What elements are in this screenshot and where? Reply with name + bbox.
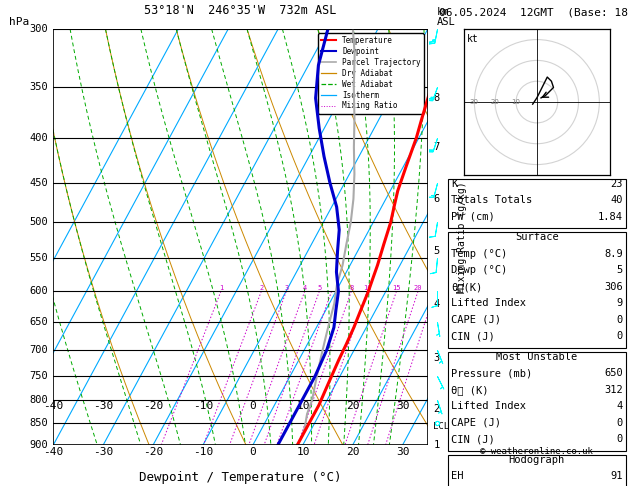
Text: 8: 8 xyxy=(433,93,440,103)
Text: 30: 30 xyxy=(396,447,409,457)
Text: km
ASL: km ASL xyxy=(437,7,456,27)
Text: 10: 10 xyxy=(363,285,371,291)
Text: Lifted Index: Lifted Index xyxy=(451,401,526,412)
Text: CAPE (J): CAPE (J) xyxy=(451,418,501,428)
Text: 10: 10 xyxy=(296,447,309,457)
Text: 1.84: 1.84 xyxy=(598,212,623,222)
Text: θᴄ(K): θᴄ(K) xyxy=(451,282,482,292)
Text: 0: 0 xyxy=(616,315,623,325)
Text: hPa: hPa xyxy=(9,17,30,27)
Text: -20: -20 xyxy=(143,447,164,457)
Text: 4: 4 xyxy=(433,299,440,309)
Text: Temp (°C): Temp (°C) xyxy=(451,249,507,259)
Text: 9: 9 xyxy=(616,298,623,309)
Text: 306: 306 xyxy=(604,282,623,292)
Text: Dewp (°C): Dewp (°C) xyxy=(451,265,507,276)
Text: 5: 5 xyxy=(616,265,623,276)
Text: 600: 600 xyxy=(29,286,48,296)
Text: PW (cm): PW (cm) xyxy=(451,212,495,222)
Text: 0: 0 xyxy=(616,331,623,342)
Text: 450: 450 xyxy=(29,177,48,188)
Text: CAPE (J): CAPE (J) xyxy=(451,315,501,325)
Text: 30: 30 xyxy=(470,99,479,105)
Text: 91: 91 xyxy=(610,471,623,482)
Text: 1: 1 xyxy=(433,440,440,450)
Text: 0: 0 xyxy=(616,418,623,428)
Text: 0: 0 xyxy=(250,447,257,457)
Text: 0: 0 xyxy=(616,434,623,445)
Text: 53°18'N  246°35'W  732m ASL: 53°18'N 246°35'W 732m ASL xyxy=(145,4,337,17)
Text: 20: 20 xyxy=(346,401,360,411)
Text: 850: 850 xyxy=(29,418,48,428)
Text: 1: 1 xyxy=(219,285,223,291)
Text: Surface: Surface xyxy=(515,232,559,243)
Text: θᴄ (K): θᴄ (K) xyxy=(451,385,489,395)
Text: 06.05.2024  12GMT  (Base: 18): 06.05.2024 12GMT (Base: 18) xyxy=(439,7,629,17)
Text: 5: 5 xyxy=(433,246,440,257)
Text: K: K xyxy=(451,179,457,189)
Text: 10: 10 xyxy=(511,99,521,105)
Text: 8: 8 xyxy=(349,285,353,291)
Text: 800: 800 xyxy=(29,395,48,405)
Text: Dewpoint / Temperature (°C): Dewpoint / Temperature (°C) xyxy=(140,471,342,485)
Text: 300: 300 xyxy=(29,24,48,34)
Text: Lifted Index: Lifted Index xyxy=(451,298,526,309)
Text: 5: 5 xyxy=(317,285,321,291)
Text: 8.9: 8.9 xyxy=(604,249,623,259)
Text: 350: 350 xyxy=(29,83,48,92)
Text: 20: 20 xyxy=(346,447,360,457)
Text: CIN (J): CIN (J) xyxy=(451,434,495,445)
Text: 4: 4 xyxy=(616,401,623,412)
Text: 10: 10 xyxy=(296,401,309,411)
Text: 4: 4 xyxy=(303,285,307,291)
Text: 750: 750 xyxy=(29,371,48,381)
Text: 650: 650 xyxy=(604,368,623,379)
Text: 2: 2 xyxy=(259,285,264,291)
Text: Most Unstable: Most Unstable xyxy=(496,352,577,362)
Text: 400: 400 xyxy=(29,133,48,143)
Text: Mixing Ratio (g/kg): Mixing Ratio (g/kg) xyxy=(457,181,467,293)
Text: -30: -30 xyxy=(93,401,113,411)
Text: 312: 312 xyxy=(604,385,623,395)
Text: Totals Totals: Totals Totals xyxy=(451,195,532,206)
Text: LCL: LCL xyxy=(433,422,450,431)
Text: 20: 20 xyxy=(491,99,499,105)
Text: 7: 7 xyxy=(433,142,440,152)
Text: 700: 700 xyxy=(29,345,48,355)
Text: 30: 30 xyxy=(396,401,409,411)
Text: -20: -20 xyxy=(143,401,164,411)
Text: Hodograph: Hodograph xyxy=(509,455,565,465)
Text: 40: 40 xyxy=(610,195,623,206)
Text: kt: kt xyxy=(467,34,479,44)
Text: 23: 23 xyxy=(610,179,623,189)
Text: EH: EH xyxy=(451,471,464,482)
Text: 6: 6 xyxy=(433,194,440,204)
Text: -40: -40 xyxy=(43,401,64,411)
Text: -10: -10 xyxy=(193,401,213,411)
Text: 20: 20 xyxy=(414,285,422,291)
Text: 900: 900 xyxy=(29,440,48,450)
Text: Pressure (mb): Pressure (mb) xyxy=(451,368,532,379)
Text: 0: 0 xyxy=(250,401,257,411)
Text: © weatheronline.co.uk: © weatheronline.co.uk xyxy=(481,447,593,456)
Text: 3: 3 xyxy=(284,285,289,291)
Text: 500: 500 xyxy=(29,217,48,227)
Text: 3: 3 xyxy=(433,353,440,363)
Text: 15: 15 xyxy=(392,285,401,291)
Text: -10: -10 xyxy=(193,447,213,457)
Text: 650: 650 xyxy=(29,316,48,327)
Text: 550: 550 xyxy=(29,253,48,263)
Text: -40: -40 xyxy=(43,447,64,457)
Text: 2: 2 xyxy=(433,404,440,415)
Text: CIN (J): CIN (J) xyxy=(451,331,495,342)
Legend: Temperature, Dewpoint, Parcel Trajectory, Dry Adiabat, Wet Adiabat, Isotherm, Mi: Temperature, Dewpoint, Parcel Trajectory… xyxy=(318,33,424,114)
Text: -30: -30 xyxy=(93,447,113,457)
